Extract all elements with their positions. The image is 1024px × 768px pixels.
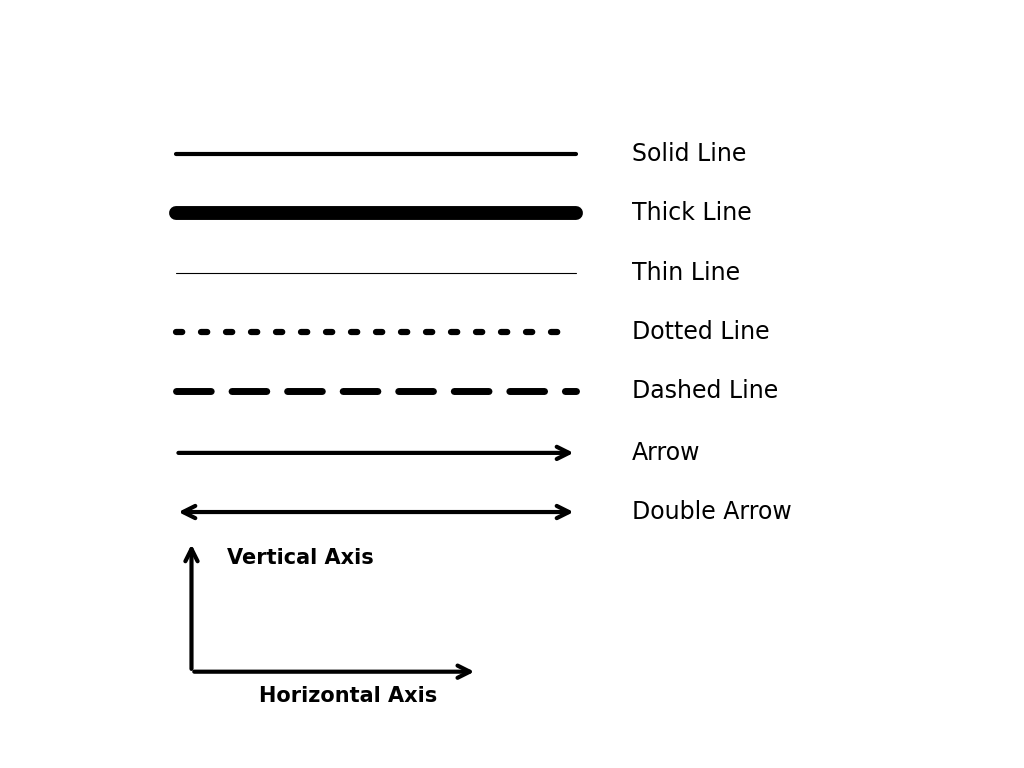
Text: Horizontal Axis: Horizontal Axis	[259, 687, 437, 707]
Text: Vertical Axis: Vertical Axis	[227, 548, 374, 568]
Text: Solid Line: Solid Line	[632, 142, 746, 166]
Text: Thin Line: Thin Line	[632, 260, 740, 284]
Text: Double Arrow: Double Arrow	[632, 500, 792, 524]
Text: Arrow: Arrow	[632, 441, 700, 465]
Text: Thick Line: Thick Line	[632, 201, 752, 225]
Text: Dashed Line: Dashed Line	[632, 379, 778, 402]
Text: Dotted Line: Dotted Line	[632, 319, 770, 343]
